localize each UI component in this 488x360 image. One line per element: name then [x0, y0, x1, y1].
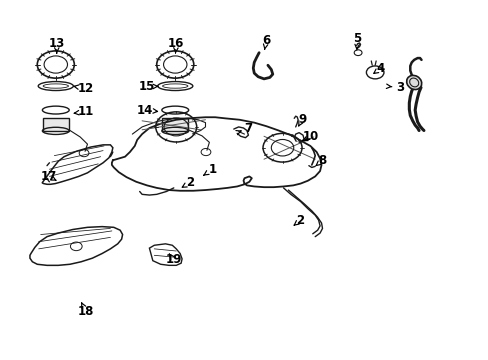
Text: 13: 13	[48, 37, 65, 50]
Text: 11: 11	[78, 105, 94, 118]
Text: 10: 10	[302, 130, 318, 144]
Text: 7: 7	[244, 122, 252, 135]
Text: 1: 1	[208, 163, 216, 176]
Text: 14: 14	[136, 104, 152, 117]
Text: 16: 16	[168, 37, 184, 50]
Text: 18: 18	[78, 306, 94, 319]
Text: 19: 19	[165, 253, 182, 266]
Text: 12: 12	[78, 82, 94, 95]
Text: 2: 2	[185, 176, 194, 189]
Polygon shape	[42, 118, 69, 131]
Text: 2: 2	[296, 214, 304, 227]
Text: 17: 17	[41, 170, 57, 183]
Text: 6: 6	[262, 33, 270, 47]
Text: 9: 9	[297, 113, 305, 126]
Text: 3: 3	[396, 81, 404, 94]
Polygon shape	[162, 118, 188, 131]
Ellipse shape	[406, 75, 421, 90]
Text: 4: 4	[376, 62, 385, 75]
Text: 5: 5	[353, 32, 361, 45]
Text: 8: 8	[318, 154, 326, 167]
Text: 15: 15	[139, 80, 155, 93]
